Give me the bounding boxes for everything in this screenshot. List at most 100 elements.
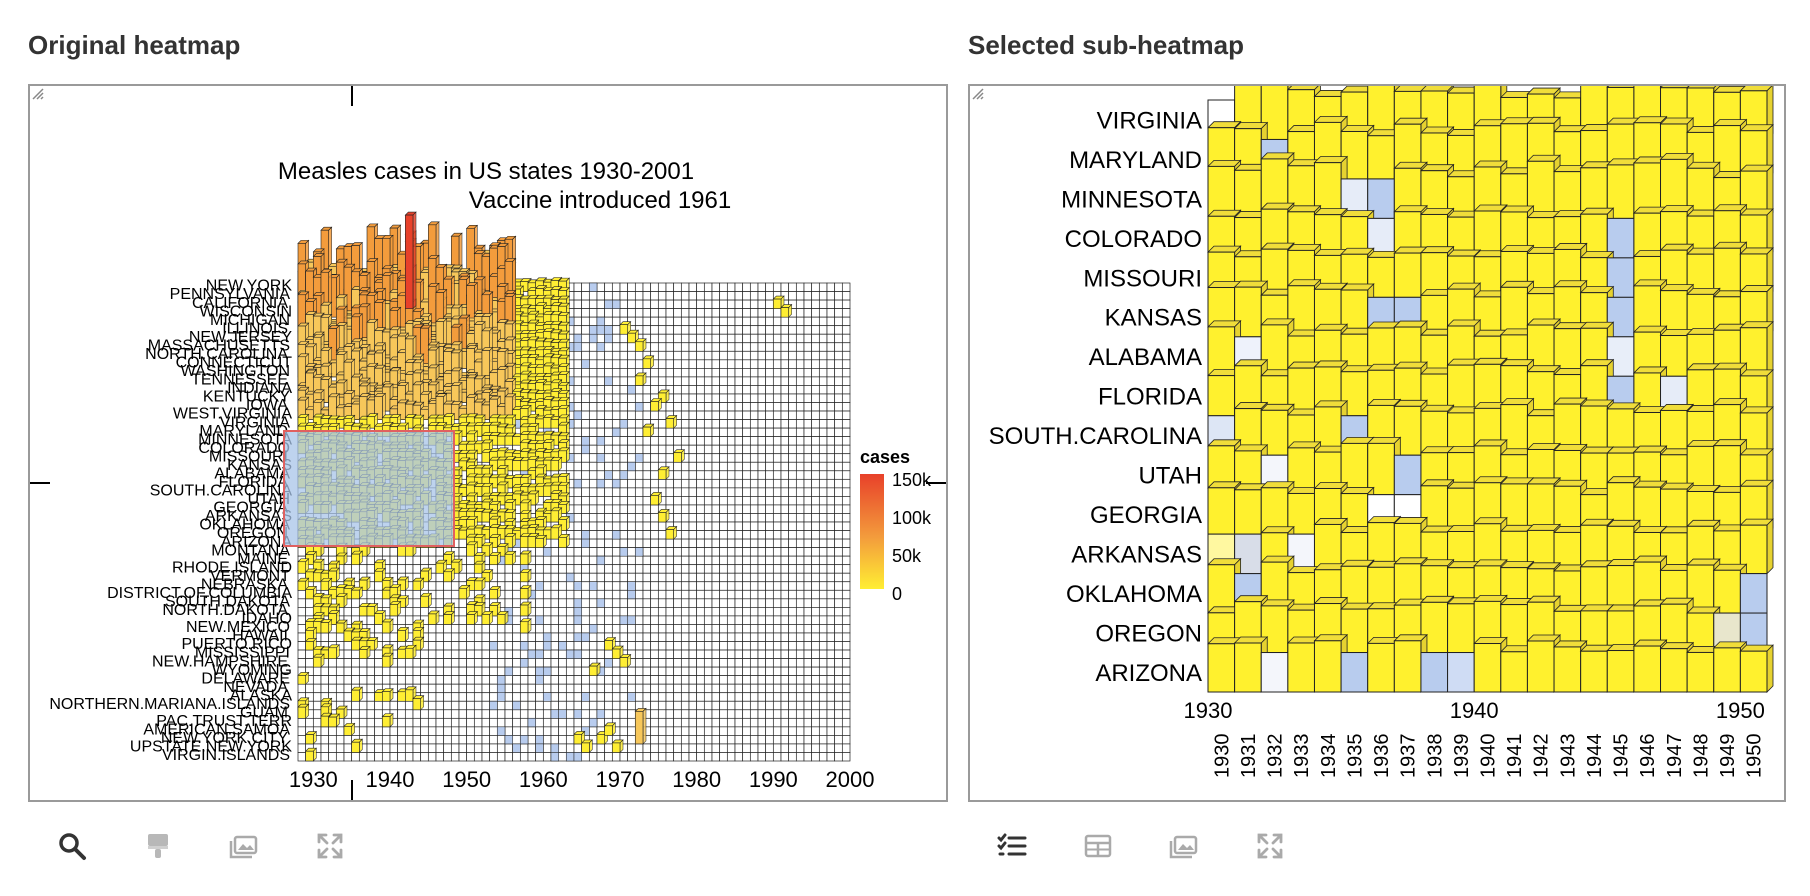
heatmap-cell [757, 461, 767, 472]
heatmap-cell [527, 666, 537, 676]
heatmap-cell [343, 735, 353, 745]
low-value-cell [604, 470, 613, 480]
heatmap-cell [297, 649, 307, 659]
heatmap-cell [811, 607, 820, 617]
heatmap-cell [711, 649, 721, 659]
heatmap-cell [558, 683, 567, 694]
heatmap-cell [358, 717, 368, 728]
heatmap-cell [619, 666, 629, 676]
heatmap-cell [420, 735, 429, 745]
heatmap-cell [343, 607, 353, 617]
heatmap-cell [673, 598, 682, 608]
heatmap-cell [450, 666, 460, 676]
heatmap-cell [565, 624, 575, 634]
heatmap-cell [834, 624, 843, 634]
heatmap-cell [581, 368, 590, 378]
heatmap-cell [834, 709, 843, 719]
heatmap-cell [749, 410, 759, 420]
heatmap-cell [788, 316, 797, 327]
heatmap-cell [665, 299, 675, 309]
heatmap-cell [604, 359, 613, 369]
heatmap-cell [320, 683, 330, 694]
heatmap-cell [711, 308, 721, 318]
heatmap-cell [818, 581, 828, 591]
original-heatmap-plot[interactable]: NEW.YORKPENNSYLVANIACALIFORNIAWISCONSINM… [30, 86, 946, 800]
heatmap-cell [711, 615, 721, 625]
heatmap-cell [496, 700, 506, 711]
heatmap-cell [818, 607, 828, 617]
heatmap-cell [673, 325, 682, 335]
heatmap-cell [803, 376, 813, 386]
heatmap-cell [834, 461, 843, 472]
heatmap-cell [788, 709, 797, 719]
heatmap-cell [780, 743, 790, 753]
heatmap-cell [443, 658, 452, 668]
heatmap-cell [496, 649, 506, 659]
heatmap-cell [596, 308, 606, 318]
low-value-cell [596, 436, 605, 446]
heatmap-cell [757, 683, 767, 694]
heatmap-cell [803, 666, 813, 676]
heatmap-cell [834, 453, 843, 463]
heatmap-cell [818, 385, 828, 395]
heatmap-cell [504, 624, 514, 634]
heatmap-cell [841, 598, 851, 608]
heatmap-cell [512, 572, 521, 583]
heatmap-cell [565, 675, 575, 685]
heatmap-cell [711, 658, 721, 668]
heatmap-cell [604, 564, 613, 574]
heatmap-cell [588, 615, 598, 625]
heatmap-cell [772, 615, 782, 625]
heatmap-cell [757, 521, 767, 531]
heatmap-cell [795, 427, 805, 437]
low-value-cell [589, 718, 598, 728]
heatmap-cell [841, 350, 851, 361]
heatmap-cell [818, 572, 828, 583]
heatmap-cell [749, 709, 759, 719]
heatmap-cell [673, 658, 682, 668]
heatmap-cell [688, 589, 698, 600]
heatmap-cell [734, 530, 744, 540]
heatmap-cell [680, 615, 690, 625]
heatmap-cell [826, 598, 836, 608]
heatmap-cell [826, 589, 836, 600]
heatmap-cell [374, 743, 383, 753]
heatmap-cell [726, 564, 736, 574]
heatmap-cell [604, 598, 613, 608]
heatmap-cell [719, 496, 728, 506]
heatmap-cell [627, 538, 636, 548]
heatmap-cell [742, 436, 751, 446]
heatmap-cell [320, 666, 330, 676]
heatmap-cell [473, 683, 483, 694]
heatmap-cell [711, 299, 721, 309]
heatmap-cell [788, 325, 797, 335]
heatmap-cell [696, 743, 705, 753]
heatmap-cell [734, 487, 744, 497]
heatmap-cell [588, 692, 598, 702]
heatmap-cell [765, 735, 774, 745]
heatmap-cell [657, 419, 667, 429]
heatmap-cell [811, 615, 820, 625]
heatmap-cell [703, 547, 713, 557]
heatmap-cell [443, 743, 452, 753]
heatmap-cell [757, 299, 767, 309]
heatmap-cell [726, 709, 736, 719]
heatmap-cell [811, 683, 820, 694]
heatmap-cell [642, 487, 652, 497]
heatmap-cell [772, 581, 782, 591]
heatmap-cell [757, 675, 767, 685]
heatmap-cell [811, 572, 820, 583]
heatmap-cell [504, 649, 514, 659]
heatmap-cell [634, 555, 644, 566]
heatmap-cell [581, 717, 590, 728]
heatmap-cell [565, 598, 575, 608]
heatmap-cell [550, 666, 560, 676]
heatmap-cell [726, 308, 736, 318]
original-heatmap-frame[interactable]: NEW.YORK PENNSYLVANIA CALIFORNIA WISCONSIN M… [28, 84, 948, 802]
heatmap-cell [611, 325, 621, 335]
heatmap-cell [642, 589, 652, 600]
heatmap-cell [366, 735, 376, 745]
heatmap-cell [719, 393, 728, 403]
heatmap-cell [542, 624, 552, 634]
heatmap-cell [634, 649, 644, 659]
